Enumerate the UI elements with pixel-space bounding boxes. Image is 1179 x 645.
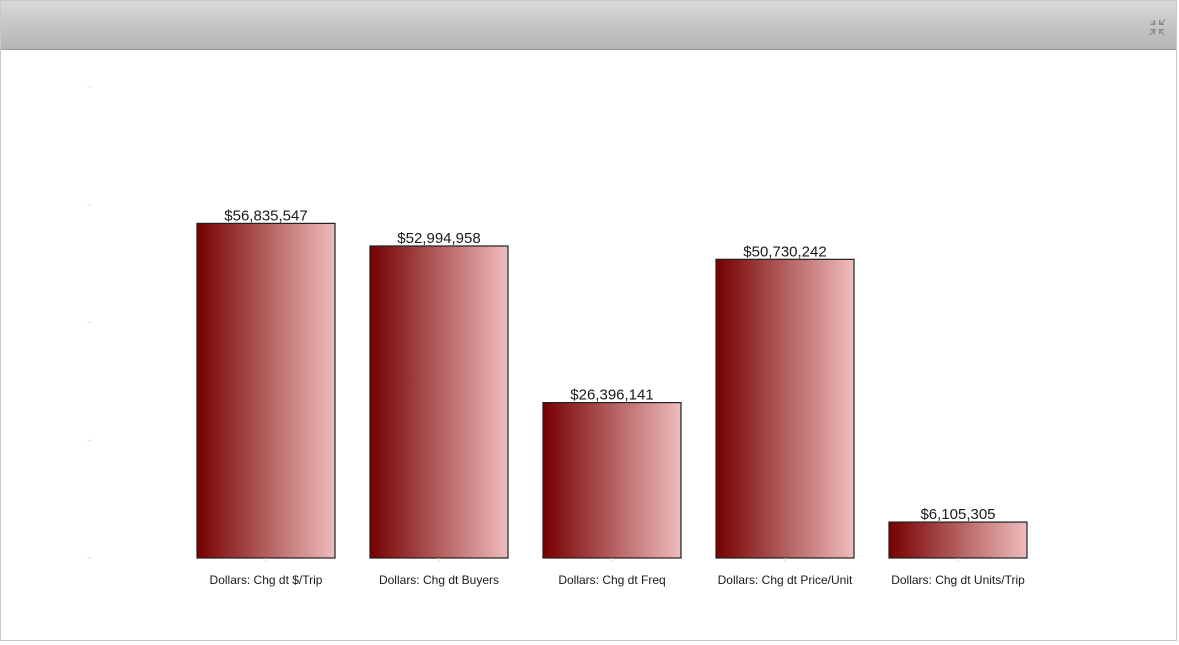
category-label-1: Dollars: Chg dt Buyers bbox=[379, 573, 499, 587]
y-axis-ticks bbox=[87, 86, 92, 559]
bar-0[interactable] bbox=[196, 222, 336, 559]
value-label-2: $26,396,141 bbox=[570, 387, 653, 404]
category-label-2: Dollars: Chg dt Freq bbox=[558, 573, 665, 587]
category-label-3: Dollars: Chg dt Price/Unit bbox=[718, 573, 853, 587]
collapse-button[interactable] bbox=[1148, 18, 1166, 36]
bar-4[interactable] bbox=[888, 521, 1028, 559]
bar-2[interactable] bbox=[542, 401, 682, 559]
category-label-0: Dollars: Chg dt $/Trip bbox=[210, 573, 323, 587]
chart-area: $56,835,547 $52,994,958 $26,396,141 $50,730… bbox=[1, 51, 1176, 640]
value-label-4: $6,105,305 bbox=[920, 506, 995, 523]
category-label-4: Dollars: Chg dt Units/Trip bbox=[891, 573, 1025, 587]
value-label-3: $50,730,242 bbox=[743, 243, 826, 260]
panel-header bbox=[1, 1, 1176, 50]
x-axis-labels-group: Dollars: Chg dt $/Trip Dollars: Chg dt Bu… bbox=[210, 558, 1025, 587]
collapse-arrows-icon bbox=[1149, 19, 1165, 35]
value-label-0: $56,835,547 bbox=[224, 207, 307, 224]
value-labels-group: $56,835,547 $52,994,958 $26,396,141 $50,730… bbox=[224, 207, 995, 523]
bar-1[interactable] bbox=[369, 245, 509, 559]
value-label-1: $52,994,958 bbox=[397, 230, 480, 247]
bar-chart: $56,835,547 $52,994,958 $26,396,141 $50,730… bbox=[87, 86, 1028, 587]
bar-3[interactable] bbox=[715, 258, 855, 559]
bars-group bbox=[196, 222, 1028, 559]
